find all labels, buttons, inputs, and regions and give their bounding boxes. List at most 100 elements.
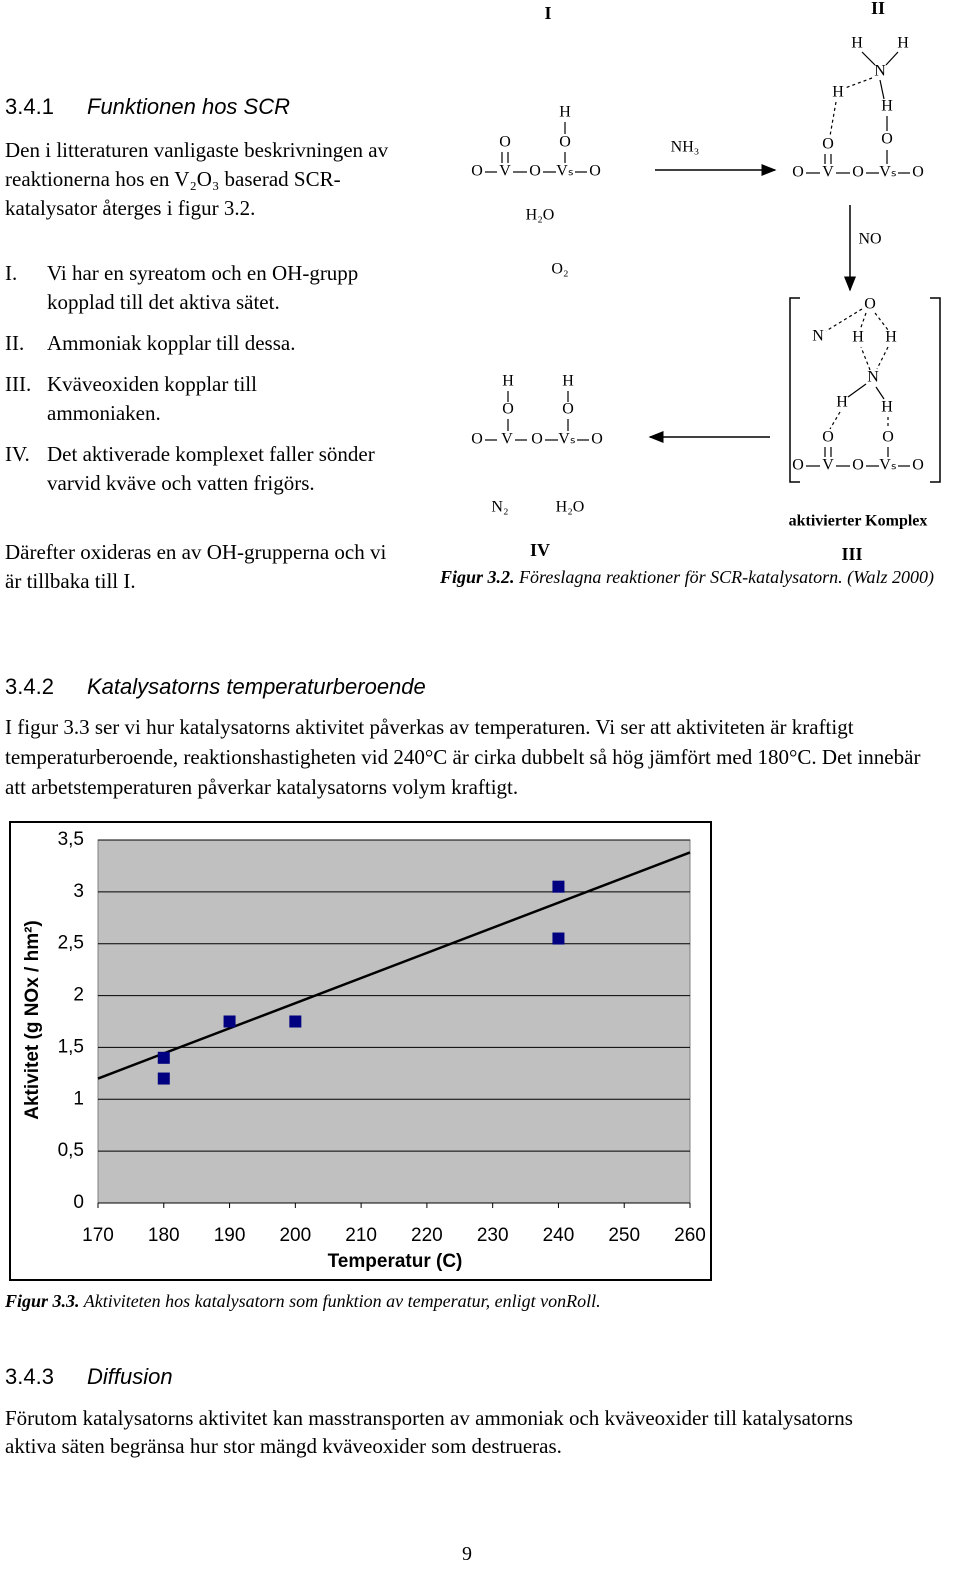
atom: H [559,104,571,121]
plot-area [97,839,691,1204]
heading-number: 3.4.3 [5,1364,54,1389]
atom: H [881,98,893,115]
atom: Vₛ [558,431,576,448]
y-tick-label: 0 [73,1192,84,1213]
caption-text: Föreslagna reaktioner för SCR-katalysato… [519,567,934,587]
page-number: 9 [462,1543,472,1565]
atom: O [822,136,834,153]
list-text: Ammoniak kopplar till dessa. [47,331,296,355]
data-point [157,1072,170,1085]
bond [861,51,876,66]
atom: H [832,84,844,101]
heading: 3.4.1 Funktionen hos SCR [5,94,290,120]
atom: O [562,401,574,418]
trendline [97,851,691,1080]
atom: O [471,431,483,448]
atom: N [812,328,824,345]
heading-number: 3.4.1 [5,94,54,119]
atom: V [822,164,834,181]
bond [829,411,841,430]
y-tick-label: 2 [73,985,84,1006]
bond [874,312,889,331]
data-point [223,1015,236,1028]
heading: 3.4.2 Katalysatorns temperaturberoende [5,674,426,700]
stage-label: II [871,0,885,18]
caption: Figur 3.3. Aktiviteten hos katalysatorn … [5,1288,905,1315]
reagent-label: O₂ [551,261,568,278]
paragraph: Förutom katalysatorns aktivitet kan mass… [5,1406,853,1458]
data-point [552,932,565,945]
bond [847,383,867,398]
x-axis-label: Temperatur (C) [328,1251,463,1272]
bond [829,101,837,137]
atom: O [589,163,601,180]
heading: 3.4.3 Diffusion [5,1364,173,1390]
stage-label: III [841,544,862,564]
list-item: II. Ammoniak kopplar till dessa. [5,329,425,358]
y-tick-label: 3,5 [58,829,84,850]
atom: H [836,394,848,411]
reagent-label: N₂ [491,499,508,516]
heading-number: 3.4.2 [5,674,54,699]
atom: O [529,163,541,180]
atom: O [881,131,893,148]
atom: O [864,296,876,313]
bond [879,79,885,100]
x-tick-label: 260 [674,1225,706,1246]
atom: H [851,35,863,52]
stage-label: I [544,3,551,23]
y-tick-label: 1,5 [58,1036,84,1057]
atom: Vₛ [879,457,897,474]
y-tick-label: 3 [73,881,84,902]
atom: O [852,457,864,474]
bond [825,308,863,332]
y-axis-label: Aktivitet (g NOx / hm²) [22,920,43,1120]
atom: O [591,431,603,448]
data-point [157,1051,170,1064]
x-tick-label: 220 [411,1225,443,1246]
bond [859,312,867,331]
list-marker: I. [5,261,18,285]
atom: O [502,401,514,418]
list: I. Vi har en syreatom och en OH-grupp kop… [5,259,425,498]
atom: V [499,163,511,180]
atom: Vₛ [879,164,897,181]
atom: N [867,369,879,386]
list-marker: II. [5,331,25,355]
list-item: I. Vi har en syreatom och en OH-grupp kop… [5,259,425,317]
x-tick-label: 210 [345,1225,377,1246]
bond [876,346,889,370]
list-item: III. Kväveoxiden kopplar till ammoniaken. [5,370,325,428]
atom: O [559,134,571,151]
x-tick-label: 190 [214,1225,246,1246]
atom: O [912,164,924,181]
atom: O [822,429,834,446]
bond [860,346,871,371]
data-point [289,1015,302,1028]
bond [885,51,899,66]
bond [844,77,873,89]
atom: O [792,164,804,181]
arrows [648,164,941,483]
x-tick-label: 250 [608,1225,640,1246]
atom: H [562,373,574,390]
bond [875,386,885,400]
atom: O [531,431,543,448]
caption-label: Figur 3.3. [5,1291,80,1311]
reagent-label: NO [858,231,881,248]
paragraph: Därefter oxideras en av OH-grupperna och… [5,540,387,593]
reagent-label: H₂O [526,207,555,224]
caption-label: Figur 3.2. [440,567,515,587]
y-tick-label: 2,5 [58,933,84,954]
list-text: Det aktiverade komplexet faller sönder v… [47,442,375,495]
heading-title: Katalysatorns temperaturberoende [87,674,426,699]
atom: H [852,329,864,346]
list-text: Kväveoxiden kopplar till ammoniaken. [47,372,257,425]
list-marker: IV. [5,442,30,466]
caption: Figur 3.2. Föreslagna reaktioner för SCR… [440,564,960,591]
atom: O [499,134,511,151]
reagent-label: aktivierter Komplex [789,513,928,530]
